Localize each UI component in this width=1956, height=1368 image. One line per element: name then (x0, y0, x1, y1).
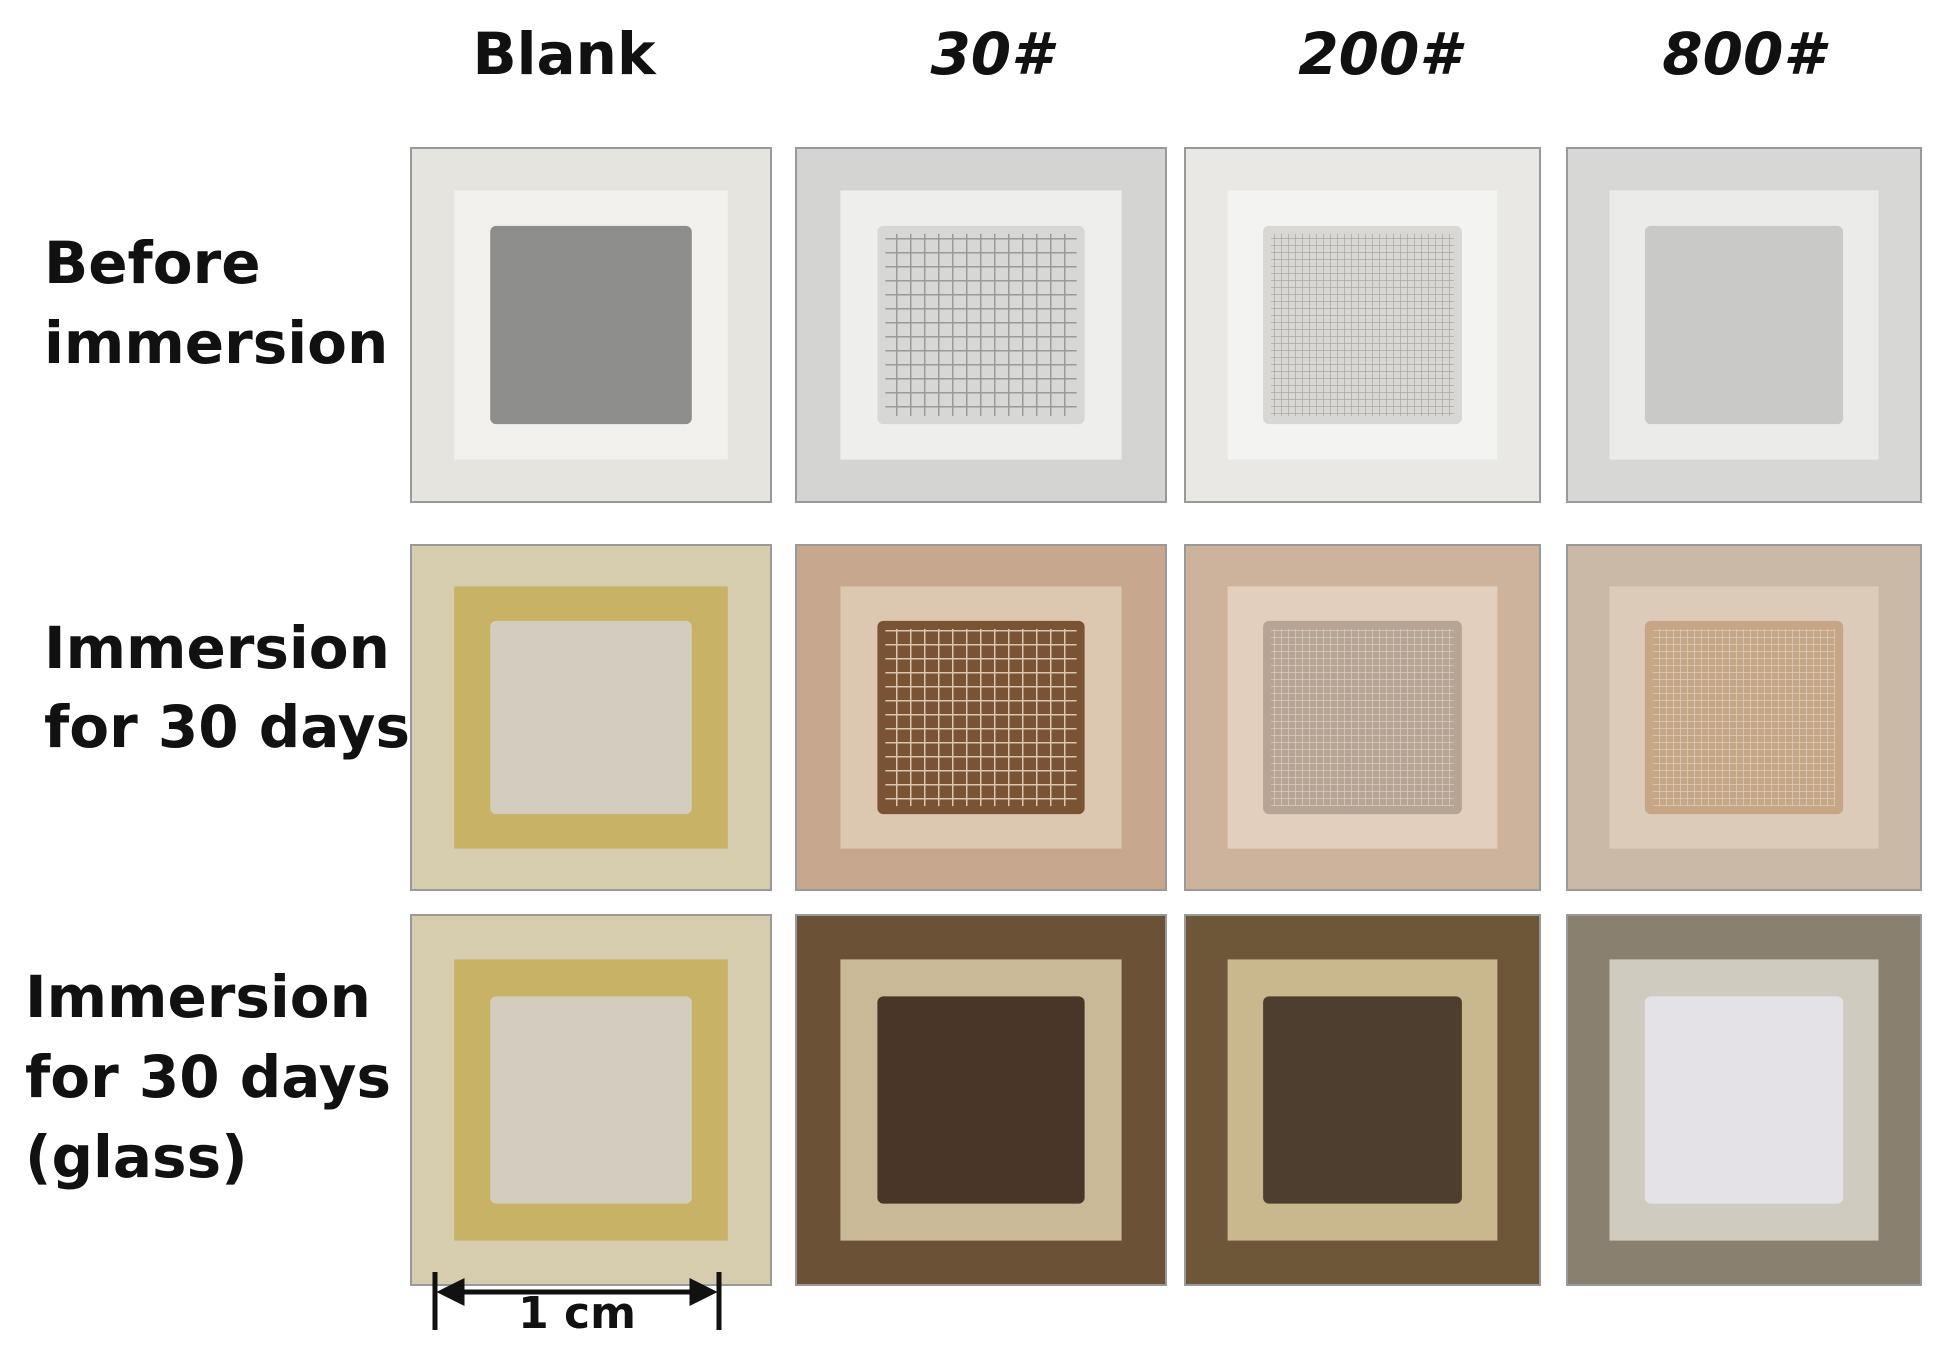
photo-mesh (885, 233, 1077, 417)
photo-mesh (1271, 233, 1454, 417)
row-label: immersion (44, 309, 388, 377)
scale-label: 1 cm (518, 1288, 636, 1339)
row-label: for 30 days (44, 693, 410, 761)
photo-window (490, 225, 692, 425)
row-label: Immersion (44, 614, 390, 682)
column-header: 200# (1298, 20, 1465, 88)
photo-mesh (1271, 628, 1454, 807)
photo-window (1263, 996, 1462, 1204)
row-label: (glass) (25, 1123, 248, 1191)
photo-window (490, 620, 692, 815)
photo-window (877, 996, 1085, 1204)
photo-grid (410, 147, 1922, 1286)
scale-bar (432, 1272, 722, 1330)
column-header: Blank (472, 20, 657, 88)
photo-mesh (885, 628, 1077, 807)
photo-window (1644, 225, 1844, 425)
photo-window (1644, 996, 1844, 1204)
column-header: 800# (1662, 20, 1829, 88)
photo-window (490, 996, 692, 1204)
column-header: 30# (930, 20, 1057, 88)
row-label: Before (44, 229, 261, 297)
row-label: Immersion (25, 963, 371, 1031)
scale-arrows (436, 1277, 718, 1307)
photo-mesh (1652, 628, 1836, 807)
row-label: for 30 days (25, 1043, 391, 1111)
